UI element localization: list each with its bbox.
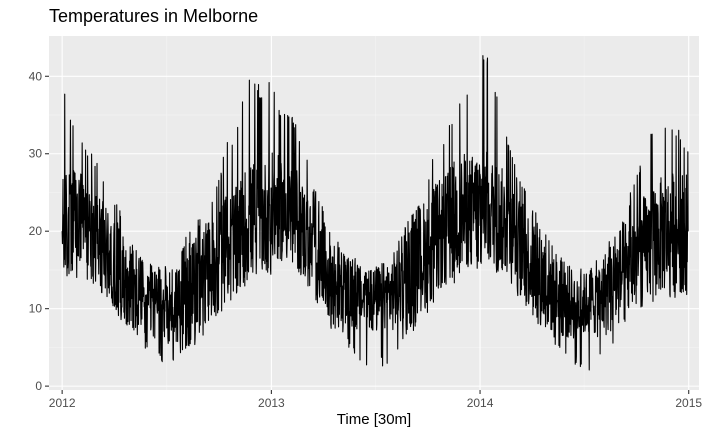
x-tick-label: 2013 bbox=[258, 396, 285, 410]
x-tick-label: 2012 bbox=[49, 396, 76, 410]
x-tick-label: 2014 bbox=[467, 396, 494, 410]
y-tick-label: 40 bbox=[29, 69, 43, 83]
axes: 0 10 20 30 40 2012 2013 2014 2015 bbox=[29, 69, 703, 410]
plot-panel bbox=[49, 36, 699, 390]
y-tick-label: 0 bbox=[35, 379, 42, 393]
series-layer bbox=[61, 55, 689, 371]
x-tick-label: 2015 bbox=[675, 396, 702, 410]
x-axis-title: Time [30m] bbox=[337, 411, 411, 428]
temperature-series-line bbox=[61, 55, 689, 371]
y-tick-label: 10 bbox=[29, 302, 43, 316]
chart-title: Temperatures in Melborne bbox=[49, 6, 258, 26]
y-tick-label: 30 bbox=[29, 147, 43, 161]
y-tick-label: 20 bbox=[29, 224, 43, 238]
